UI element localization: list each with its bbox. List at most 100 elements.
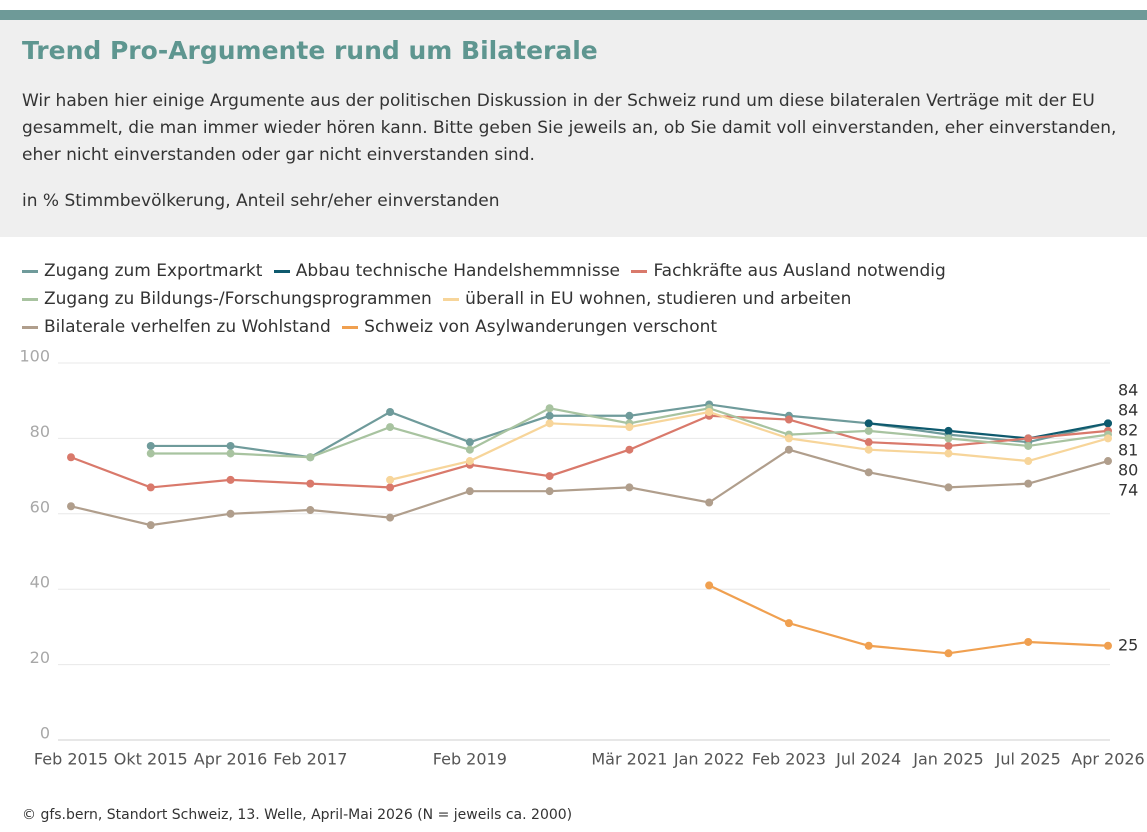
data-point xyxy=(625,423,634,432)
data-point xyxy=(864,426,873,435)
end-label: 82 xyxy=(1118,420,1138,439)
data-point xyxy=(545,472,554,481)
legend-label: Schweiz von Asylwanderungen verschont xyxy=(364,317,718,337)
legend-swatch xyxy=(22,297,38,301)
data-point xyxy=(67,453,75,462)
data-point xyxy=(465,487,474,496)
legend-label: überall in EU wohnen, studieren und arbe… xyxy=(465,289,852,309)
data-point xyxy=(386,483,395,492)
note: in % Stimmbevölkerung, Anteil sehr/eher … xyxy=(22,191,500,211)
data-point xyxy=(944,434,953,443)
legend-item: Schweiz von Asylwanderungen verschont xyxy=(342,317,717,337)
data-point xyxy=(625,483,634,492)
data-point xyxy=(784,619,793,628)
data-point xyxy=(705,581,714,590)
header xyxy=(0,20,1147,237)
data-point xyxy=(1024,457,1033,466)
data-point xyxy=(465,445,474,454)
y-tick-label: 20 xyxy=(30,648,50,667)
data-point xyxy=(226,441,235,450)
data-point xyxy=(545,419,554,428)
data-point xyxy=(226,475,235,484)
legend-item: Zugang zum Exportmarkt xyxy=(22,261,262,281)
data-point xyxy=(386,513,395,522)
footer: © gfs.bern, Standort Schweiz, 13. Welle,… xyxy=(22,807,573,823)
x-tick-label: Jul 2025 xyxy=(995,750,1061,769)
x-tick-label: Jan 2025 xyxy=(912,750,983,769)
legend-swatch xyxy=(342,325,359,329)
x-tick-label: Okt 2015 xyxy=(114,750,188,769)
data-point xyxy=(864,641,873,650)
x-tick-label: Feb 2015 xyxy=(34,750,108,769)
legend-swatch xyxy=(22,269,38,273)
data-point xyxy=(1024,637,1033,646)
data-point xyxy=(705,498,714,507)
description: Wir haben hier einige Argumente aus der … xyxy=(22,91,1117,165)
end-label: 74 xyxy=(1118,480,1138,499)
data-point xyxy=(465,457,474,466)
data-point xyxy=(386,475,395,484)
data-point xyxy=(864,445,873,454)
x-tick-label: Mär 2021 xyxy=(591,750,667,769)
data-point xyxy=(784,445,793,454)
data-point xyxy=(465,438,474,447)
data-point xyxy=(67,502,75,511)
data-point xyxy=(146,521,155,530)
data-point xyxy=(784,415,793,424)
data-point xyxy=(146,449,155,458)
data-point xyxy=(545,404,554,413)
data-point xyxy=(146,483,155,492)
data-point xyxy=(386,423,395,432)
data-point xyxy=(1024,434,1033,443)
end-label: 25 xyxy=(1118,635,1138,654)
legend-label: Abbau technische Handelshemmnisse xyxy=(295,261,621,281)
title: Trend Pro-Argumente rund um Bilaterale xyxy=(22,36,598,65)
chart: 0 20 40 60 80 100 Feb 2015 Okt 2015 Apr 2016 Feb … xyxy=(19,347,1144,769)
data-point xyxy=(625,445,634,454)
data-point xyxy=(1024,441,1033,450)
legend-item: Abbau technische Handelshemmnisse xyxy=(273,261,621,281)
y-tick-label: 100 xyxy=(19,347,50,366)
y-tick-label: 80 xyxy=(30,422,50,441)
data-point xyxy=(1104,641,1112,650)
x-tick-label: Feb 2019 xyxy=(433,750,507,769)
x-tick-label: Jan 2022 xyxy=(673,750,744,769)
data-point xyxy=(1104,457,1112,466)
data-point xyxy=(306,453,315,462)
end-label: 84 xyxy=(1118,380,1138,399)
data-point xyxy=(146,441,155,450)
legend-item: Bilaterale verhelfen zu Wohlstand xyxy=(22,317,331,337)
data-point xyxy=(1104,419,1112,428)
data-point xyxy=(1104,434,1112,443)
legend-label: Fachkräfte aus Ausland notwendig xyxy=(653,261,946,281)
data-point xyxy=(306,479,315,488)
data-point xyxy=(226,449,235,458)
legend-item: Zugang zu Bildungs-/Forschungsprogrammen xyxy=(22,289,432,309)
legend-swatch xyxy=(273,269,290,273)
series-line xyxy=(389,410,1109,481)
series-line xyxy=(868,422,1109,440)
data-point xyxy=(625,411,634,420)
data-point xyxy=(864,419,873,428)
end-label: 81 xyxy=(1118,440,1138,459)
data-point xyxy=(864,468,873,477)
legend-swatch xyxy=(22,325,38,329)
series-line xyxy=(708,584,1109,655)
end-label: 80 xyxy=(1118,460,1138,479)
data-point xyxy=(944,426,953,435)
data-point xyxy=(545,487,554,496)
series-line xyxy=(70,448,1109,527)
legend-swatch xyxy=(443,297,460,301)
data-point xyxy=(864,438,873,447)
x-tick-label: Jul 2024 xyxy=(835,750,901,769)
y-tick-label: 40 xyxy=(30,573,50,592)
end-label: 84 xyxy=(1118,400,1138,419)
data-point xyxy=(545,411,554,420)
x-tick-label: Apr 2026 xyxy=(1071,750,1144,769)
data-point xyxy=(784,434,793,443)
data-point xyxy=(944,441,953,450)
top-bar xyxy=(0,10,1147,20)
x-tick-label: Apr 2016 xyxy=(194,750,267,769)
x-tick-label: Feb 2023 xyxy=(752,750,826,769)
